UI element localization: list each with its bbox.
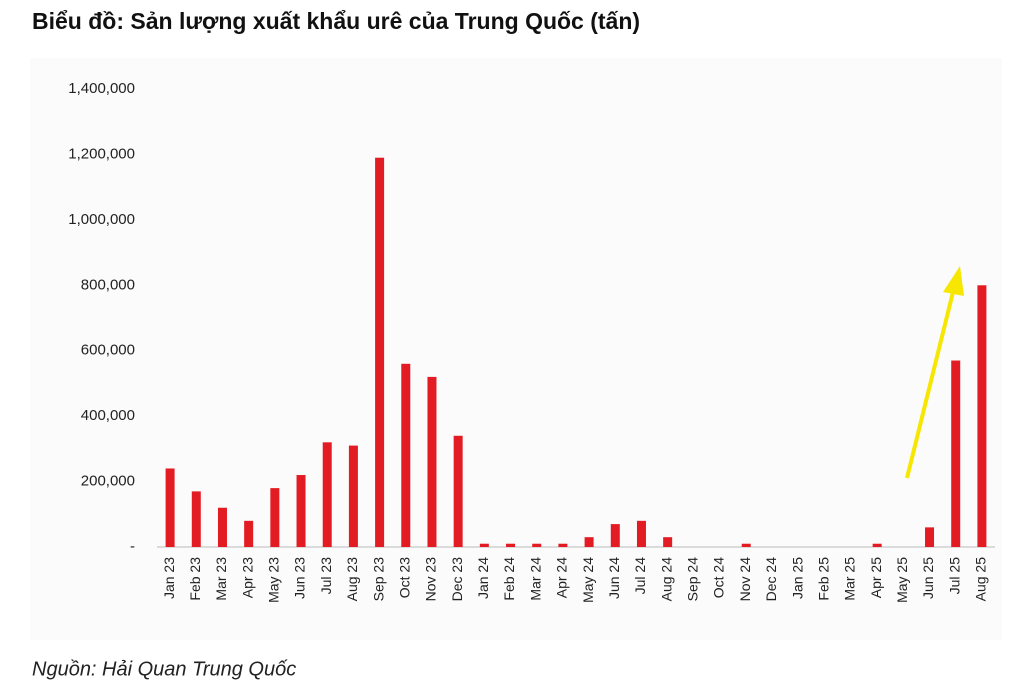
- arrow-shaft: [905, 291, 955, 479]
- bar: [663, 537, 673, 547]
- bar: [951, 360, 961, 547]
- bar: [925, 527, 935, 547]
- x-tick-label: Apr 24: [554, 557, 570, 598]
- y-tick-label: 600,000: [81, 342, 135, 359]
- x-tick-label: Jul 24: [632, 557, 648, 595]
- x-tick-label: Sep 23: [370, 557, 386, 602]
- x-tick-label: Aug 23: [344, 557, 360, 602]
- bar: [479, 543, 489, 547]
- x-tick-label: Mar 23: [213, 557, 229, 601]
- x-tick-label: Oct 23: [396, 557, 412, 598]
- x-tick-label: Apr 23: [239, 557, 255, 598]
- bar: [506, 543, 516, 547]
- bar: [532, 543, 542, 547]
- x-tick-label: Oct 24: [711, 557, 727, 598]
- x-tick-label: Aug 25: [973, 557, 989, 602]
- bar: [558, 543, 568, 547]
- bar: [296, 475, 306, 547]
- bar: [401, 363, 411, 547]
- x-tick-label: May 23: [266, 557, 282, 603]
- bar: [872, 543, 882, 547]
- y-tick-label: 200,000: [81, 473, 135, 490]
- x-tick-label: Jul 25: [946, 557, 962, 595]
- x-tick-label: Nov 24: [737, 557, 753, 602]
- x-tick-label: Sep 24: [685, 557, 701, 602]
- bar: [191, 491, 201, 547]
- bar: [244, 520, 254, 547]
- x-tick-label: May 25: [894, 557, 910, 603]
- bar: [453, 435, 463, 547]
- bar: [584, 537, 594, 547]
- y-tick-label: 1,400,000: [68, 80, 135, 97]
- bar: [375, 157, 385, 547]
- bar: [322, 442, 332, 547]
- x-tick-label: Jun 24: [606, 557, 622, 599]
- chart-title: Biểu đồ: Sản lượng xuất khẩu urê của Tru…: [32, 8, 640, 34]
- bar: [165, 468, 175, 547]
- x-tick-label: Feb 23: [187, 557, 203, 601]
- bar: [741, 543, 751, 547]
- x-tick-label: Jan 23: [161, 557, 177, 599]
- arrow-head: [943, 266, 964, 296]
- plot-panel: [30, 58, 1002, 640]
- x-tick-label: Nov 23: [423, 557, 439, 602]
- y-tick-label: 1,000,000: [68, 211, 135, 228]
- x-tick-label: Mar 25: [842, 557, 858, 601]
- x-tick-label: Jun 25: [920, 557, 936, 599]
- plot: - 200,000 400,000 600,000 800,000 1,000,000 1,…: [68, 80, 995, 603]
- bar: [348, 445, 358, 547]
- y-tick-label: 400,000: [81, 407, 135, 424]
- y-tick-label: -: [130, 538, 135, 555]
- x-tick-label: Dec 24: [763, 557, 779, 602]
- x-tick-label: Apr 25: [868, 557, 884, 598]
- x-tick-label: May 24: [580, 557, 596, 603]
- y-tick-label: 800,000: [81, 276, 135, 293]
- bar: [217, 507, 227, 547]
- bar: [636, 520, 646, 547]
- x-tick-label: Jul 23: [318, 557, 334, 595]
- x-tick-label: Aug 24: [658, 557, 674, 602]
- x-tick-label: Jan 24: [475, 557, 491, 599]
- x-tick-label: Dec 23: [449, 557, 465, 602]
- source: Nguồn: Hải Quan Trung Quốc: [32, 658, 296, 680]
- bar: [977, 285, 987, 547]
- x-tick-label: Feb 24: [501, 557, 517, 601]
- x-tick-label: Jan 25: [789, 557, 805, 599]
- bar: [427, 376, 437, 547]
- bar: [270, 488, 280, 547]
- annotation-arrow: [905, 266, 964, 479]
- y-tick-label: 1,200,000: [68, 145, 135, 162]
- x-tick-label: Feb 25: [815, 557, 831, 601]
- x-tick-label: Jun 23: [292, 557, 308, 599]
- x-tick-label: Mar 24: [527, 557, 543, 601]
- bar: [610, 524, 620, 547]
